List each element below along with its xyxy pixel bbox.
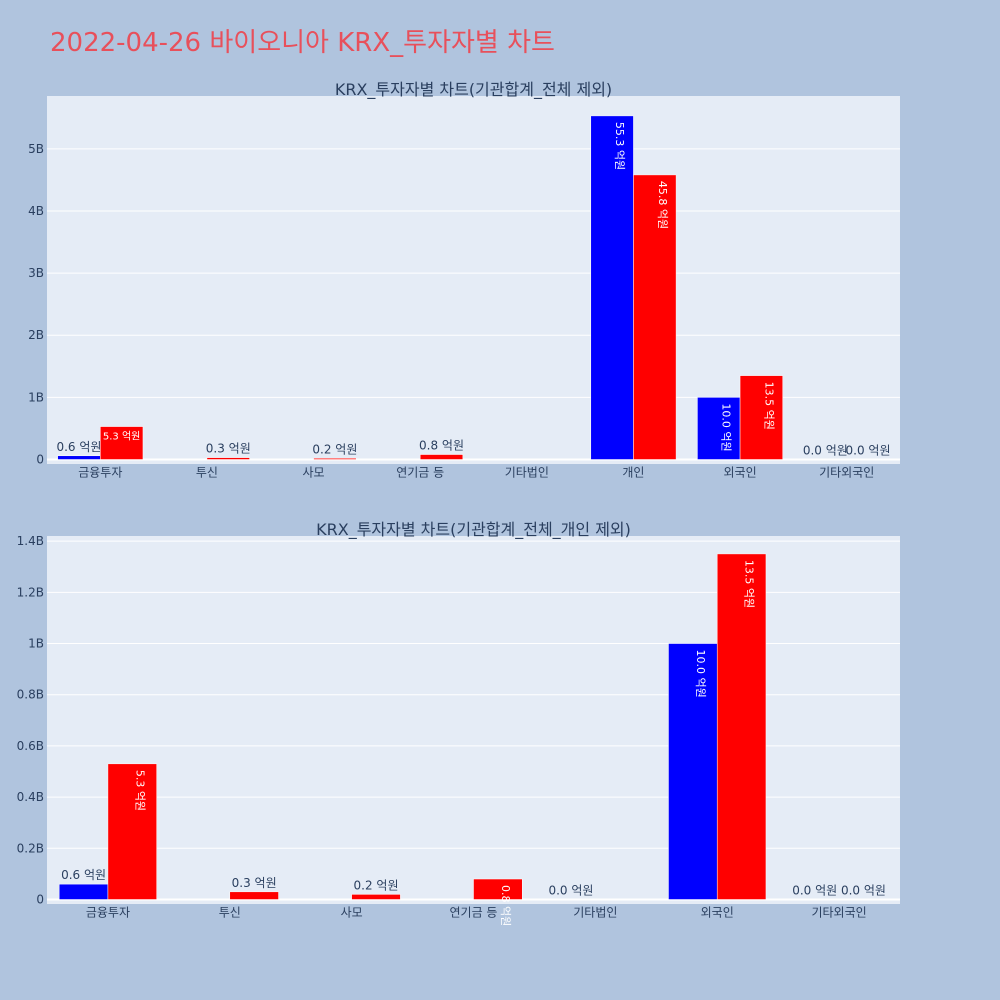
bar	[107, 763, 157, 900]
data-label: 0.2 억원	[312, 442, 357, 456]
data-label: 0.0 억원	[803, 444, 848, 458]
x-tick-label: 개인	[622, 466, 644, 480]
data-label: 0.2 억원	[354, 878, 399, 892]
data-label: 0.3 억원	[206, 442, 251, 456]
bar	[351, 894, 401, 900]
y-tick-label: 3B	[28, 266, 44, 280]
y-tick-label: 0	[36, 893, 44, 907]
y-tick-label: 1B	[28, 390, 44, 404]
x-tick-label: 사모	[341, 906, 363, 920]
y-tick-label: 1.2B	[17, 585, 44, 599]
x-tick-label: 기타외국인	[819, 466, 874, 480]
y-tick-label: 0.2B	[17, 841, 44, 855]
x-tick-label: 연기금 등	[396, 466, 444, 480]
data-label: 0.8 억원	[499, 885, 512, 926]
x-tick-label: 외국인	[701, 906, 734, 920]
bar	[473, 878, 523, 900]
bar	[716, 553, 767, 900]
x-tick-label: 기타법인	[573, 906, 617, 920]
data-label: 10.0 억원	[720, 403, 733, 451]
y-tick-label: 2B	[28, 328, 44, 342]
data-label: 0.3 억원	[232, 876, 277, 890]
data-label: 10.0 억원	[694, 650, 707, 698]
bar	[100, 426, 144, 460]
data-label: 13.5 억원	[743, 560, 756, 608]
data-label: 13.5 억원	[762, 382, 775, 430]
bar	[58, 883, 109, 900]
chart-top: 0 1B 2B 3B 4B 5B KRX_투자자별 차트(기관합계_전체 제외) 금융투자 0.…	[28, 80, 900, 480]
x-tick-label: 금융투자	[86, 906, 130, 920]
bar	[668, 643, 718, 900]
x-tick-label: 연기금 등	[450, 906, 498, 920]
bar	[206, 457, 250, 460]
y-tick-label: 5B	[28, 142, 44, 156]
x-tick-label: 기타법인	[505, 466, 549, 480]
chart-bottom: 0 0.2B 0.4B 0.6B 0.8B 1B 1.2B 1.4B KRX_투자자별 차트(기…	[17, 520, 900, 926]
data-label: 0.6 억원	[61, 868, 106, 882]
page-title: 2022-04-26 바이오니아 KRX_투자자별 차트	[50, 28, 555, 58]
data-label: 5.3 억원	[133, 770, 146, 811]
x-tick-label: 투신	[196, 466, 218, 480]
x-tick-label: 기타외국인	[811, 906, 866, 920]
y-tick-label: 0	[36, 453, 44, 467]
x-tick-label: 외국인	[724, 466, 757, 480]
y-tick-label: 4B	[28, 204, 44, 218]
chart-title: KRX_투자자별 차트(기관합계_전체 제외)	[335, 80, 612, 100]
data-label: 0.0 억원	[846, 444, 891, 458]
bar	[57, 455, 101, 460]
x-tick-label: 사모	[303, 466, 325, 480]
y-tick-label: 1B	[28, 637, 44, 651]
y-tick-label: 1.4B	[17, 534, 44, 548]
bar	[419, 454, 464, 460]
data-label: 55.3 억원	[613, 122, 626, 170]
bar	[590, 115, 634, 460]
data-label: 5.3 억원	[103, 431, 140, 443]
chart-title: KRX_투자자별 차트(기관합계_전체_개인 제외)	[316, 520, 631, 540]
data-label: 0.8 억원	[419, 439, 464, 453]
bar	[739, 375, 783, 460]
bar	[697, 397, 741, 460]
x-tick-label: 투신	[219, 906, 241, 920]
bar	[313, 458, 357, 460]
x-tick-label: 금융투자	[78, 466, 122, 480]
data-label: 0.6 억원	[56, 440, 101, 454]
y-tick-label: 0.4B	[17, 790, 44, 804]
data-label: 0.0 억원	[792, 884, 837, 898]
bar	[633, 174, 677, 460]
bar	[229, 891, 279, 900]
data-label: 0.0 억원	[548, 884, 593, 898]
data-label: 45.8 억원	[656, 181, 669, 229]
y-tick-label: 0.8B	[17, 688, 44, 702]
y-tick-label: 0.6B	[17, 739, 44, 753]
data-label: 0.0 억원	[841, 884, 886, 898]
